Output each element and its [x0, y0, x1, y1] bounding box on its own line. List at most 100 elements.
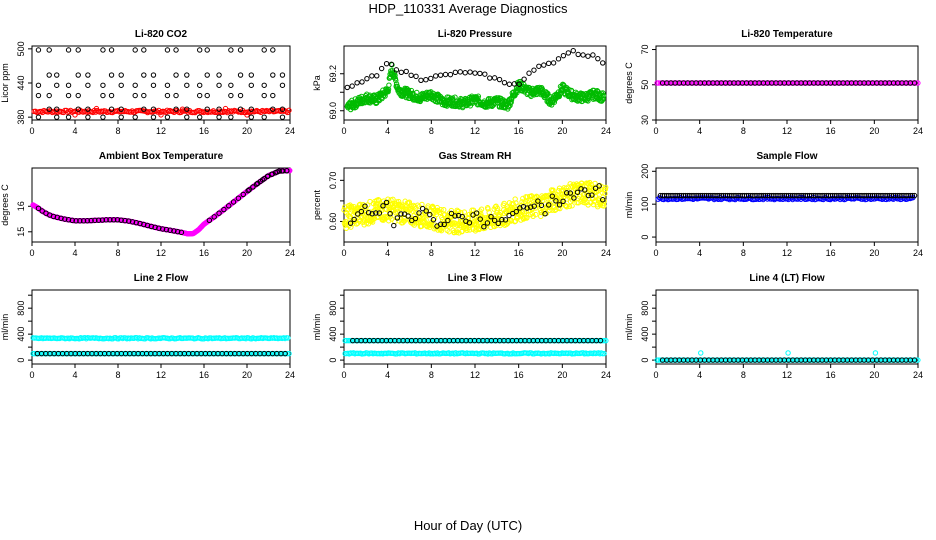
data-point [545, 60, 552, 67]
y-tick-label: 400 [328, 327, 338, 342]
data-point [108, 106, 115, 112]
data-point [913, 80, 919, 86]
data-point [261, 47, 267, 53]
x-tick-label: 16 [826, 126, 836, 136]
data-point [423, 217, 429, 223]
data-point [75, 92, 81, 99]
data-point [132, 82, 138, 88]
plot-frame [343, 45, 607, 121]
data-point [141, 106, 147, 112]
x-tick-label: 20 [869, 370, 879, 380]
data-point [428, 75, 434, 82]
data-point [408, 72, 414, 78]
data-point [173, 47, 179, 53]
x-tick-label: 16 [826, 370, 836, 380]
data-point [216, 72, 222, 78]
data-point [603, 184, 609, 191]
data-point [394, 215, 401, 221]
data-point [491, 217, 498, 224]
data-point [274, 169, 280, 175]
x-tick-label: 4 [697, 126, 702, 136]
data-point [237, 92, 244, 99]
data-point [382, 93, 388, 99]
data-point [235, 195, 242, 201]
x-tick-label: 20 [242, 370, 252, 380]
page-x-axis-label: Hour of Day (UTC) [413, 518, 523, 533]
data-point [385, 196, 391, 202]
data-point [184, 72, 190, 78]
data-point [228, 82, 234, 88]
data-point [383, 199, 390, 206]
data-point [72, 112, 78, 118]
x-tick-label: 0 [29, 126, 34, 136]
data-point [167, 227, 173, 233]
data-point [600, 92, 607, 99]
data-point [437, 72, 444, 78]
data-point [452, 69, 459, 76]
data-point [107, 217, 113, 223]
data-point [114, 217, 121, 223]
data-point [698, 350, 704, 356]
data-point [371, 215, 378, 222]
x-tick-label: 4 [72, 126, 77, 136]
data-points [341, 179, 609, 236]
data-point [150, 106, 157, 112]
x-tick-label: 8 [115, 248, 120, 258]
x-tick-label: 0 [29, 248, 34, 258]
y-tick-label: 69.2 [328, 65, 338, 83]
data-point [259, 177, 266, 183]
x-tick-label: 4 [697, 370, 702, 380]
chart-title: Li-820 CO2 [135, 29, 188, 40]
data-point [485, 206, 491, 212]
chart-panel-3: Li-820 Temperature degrees C 0 4 8 12 16 20 24 30… [624, 29, 923, 136]
data-point [911, 357, 918, 363]
chart-panel-6: Sample Flow ml/min 0 4 8 12 16 20 24 0 100 200 [624, 151, 923, 258]
data-points [30, 167, 293, 237]
chart-panel-9: Line 4 (LT) Flow ml/min 0 4 8 12 16 20 24 0 400 800 [624, 273, 923, 380]
data-point [872, 350, 879, 356]
data-point [452, 213, 458, 219]
data-point [405, 213, 411, 219]
data-point [442, 71, 449, 78]
data-point [228, 114, 234, 120]
data-point [46, 106, 52, 112]
data-point [487, 75, 493, 81]
data-point [73, 218, 79, 224]
x-tick-label: 24 [285, 248, 295, 258]
data-point [216, 210, 222, 216]
data-point [164, 47, 171, 53]
x-tick-label: 16 [199, 126, 209, 136]
data-point [418, 77, 424, 84]
data-point [197, 82, 203, 88]
data-point [356, 202, 362, 208]
data-point [560, 198, 566, 205]
data-point [423, 77, 429, 83]
data-point [571, 195, 577, 201]
data-point [436, 209, 443, 216]
data-point [599, 184, 605, 190]
y-tick-label: 0 [328, 358, 338, 363]
y-axis-label: Licor ppm [0, 63, 10, 103]
data-point [237, 47, 244, 53]
data-point [284, 168, 290, 174]
data-point [141, 72, 147, 78]
data-point [466, 220, 473, 226]
x-tick-label: 24 [601, 126, 611, 136]
y-tick-label: 16 [16, 201, 26, 211]
data-points [655, 192, 918, 203]
data-point [132, 114, 138, 120]
data-point [529, 210, 536, 217]
data-point [369, 73, 375, 79]
data-point [270, 92, 276, 99]
data-point [392, 72, 398, 79]
data-point [467, 227, 473, 233]
data-point [253, 181, 260, 187]
data-point [46, 92, 52, 99]
data-point [524, 214, 530, 221]
x-tick-label: 16 [826, 248, 836, 258]
data-point [351, 216, 357, 223]
x-tick-label: 0 [653, 248, 658, 258]
data-point [388, 61, 395, 67]
data-point [216, 82, 222, 88]
